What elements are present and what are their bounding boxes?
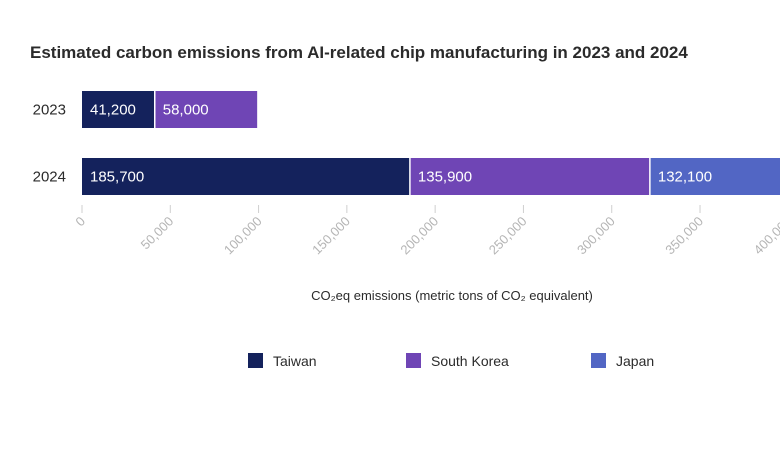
bar-segment <box>154 91 258 128</box>
bar-segment <box>82 158 410 195</box>
bar-segment <box>409 158 650 195</box>
data-label: 135,900 <box>418 169 472 186</box>
category-labels: 2023 2024 <box>33 102 66 186</box>
x-axis: 0 50,000 100,000 150,000 200,000 250,000 300,0… <box>72 205 780 257</box>
bar-segment <box>649 158 780 195</box>
x-tick-label: 350,000 <box>662 214 706 258</box>
data-label: 41,200 <box>90 102 136 119</box>
x-tick-label: 50,000 <box>138 214 177 253</box>
data-label: 132,100 <box>658 169 712 186</box>
legend-swatch <box>406 353 421 368</box>
legend-label: South Korea <box>431 353 509 369</box>
x-tick-label: 100,000 <box>221 214 265 258</box>
category-label: 2024 <box>33 169 66 186</box>
x-tick-label: 250,000 <box>486 214 530 258</box>
legend-swatch <box>248 353 263 368</box>
legend-swatch <box>591 353 606 368</box>
legend: Taiwan South Korea Japan <box>248 353 654 369</box>
bar-segment <box>82 91 155 128</box>
data-label: 185,700 <box>90 169 144 186</box>
x-axis-title: CO₂eq emissions (metric tons of CO₂ equi… <box>311 288 593 303</box>
x-tick-label: 400,000 <box>751 214 780 258</box>
legend-label: Taiwan <box>273 353 317 369</box>
category-label: 2023 <box>33 102 66 119</box>
chart-title: Estimated carbon emissions from AI-relat… <box>30 43 688 62</box>
x-tick-label: 200,000 <box>397 214 441 258</box>
data-label: 58,000 <box>163 102 209 119</box>
bars: 41,200 58,000 185,700 135,900 132,100 <box>82 91 780 195</box>
legend-label: Japan <box>616 353 654 369</box>
x-tick-label: 150,000 <box>309 214 353 258</box>
x-tick-label: 0 <box>72 214 88 230</box>
x-tick-label: 300,000 <box>574 214 618 258</box>
